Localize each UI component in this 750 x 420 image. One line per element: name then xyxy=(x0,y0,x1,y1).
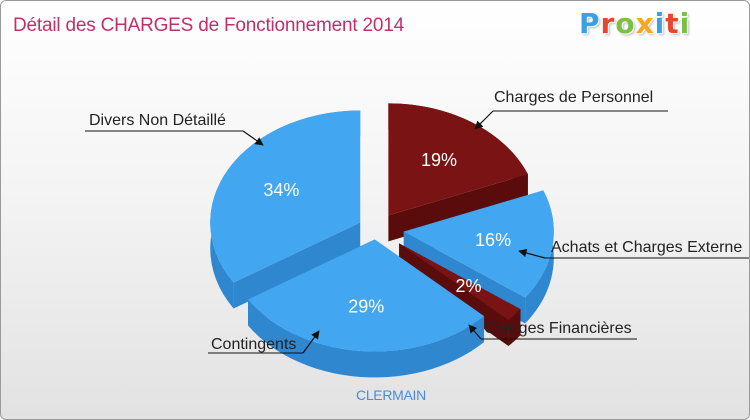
slice-top xyxy=(399,243,521,321)
pie-slice: 29% xyxy=(248,239,485,378)
leader-arrow xyxy=(468,324,482,340)
logo-letter: i xyxy=(654,7,666,40)
slice-percent-label: 34% xyxy=(263,180,299,200)
leader-arrow xyxy=(302,330,320,354)
logo-letter: t xyxy=(665,7,680,40)
logo-letter: o xyxy=(615,7,636,40)
proxiti-logo: Proxiti xyxy=(579,7,690,40)
slice-top xyxy=(210,110,361,283)
slice-side xyxy=(525,190,554,324)
slice-percent-label: 16% xyxy=(475,230,511,250)
category-label: Contingents xyxy=(211,336,296,353)
leader-arrow xyxy=(474,110,494,130)
category-label: Divers Non Détaillé xyxy=(89,112,226,129)
slice-percent-label: 19% xyxy=(421,150,457,170)
logo-letter: x xyxy=(635,7,655,40)
leader-arrow xyxy=(242,130,264,146)
pie-slice: 19% xyxy=(388,103,528,242)
slice-side xyxy=(248,299,485,378)
category-label: Charges Financières xyxy=(484,320,632,337)
logo-letter: P xyxy=(579,7,601,40)
slice-percent-label: 2% xyxy=(455,276,481,296)
slice-wall xyxy=(233,222,361,309)
chart-title: Détail des CHARGES de Fonctionnement 201… xyxy=(13,15,405,36)
slice-top xyxy=(403,190,554,298)
slice-wall xyxy=(388,174,528,242)
logo-letter: i xyxy=(679,7,691,40)
leader-arrow xyxy=(518,248,546,259)
slice-top xyxy=(388,103,528,216)
category-label: Charges de Personnel xyxy=(494,89,653,106)
pie-slice: 34% xyxy=(210,110,361,309)
category-label: Achats et Charges Externe xyxy=(551,239,742,256)
slice-percent-label: 29% xyxy=(348,296,384,316)
slice-top xyxy=(248,239,485,352)
commune-label: CLERMAIN xyxy=(356,387,426,403)
logo-letter: r xyxy=(600,7,616,40)
